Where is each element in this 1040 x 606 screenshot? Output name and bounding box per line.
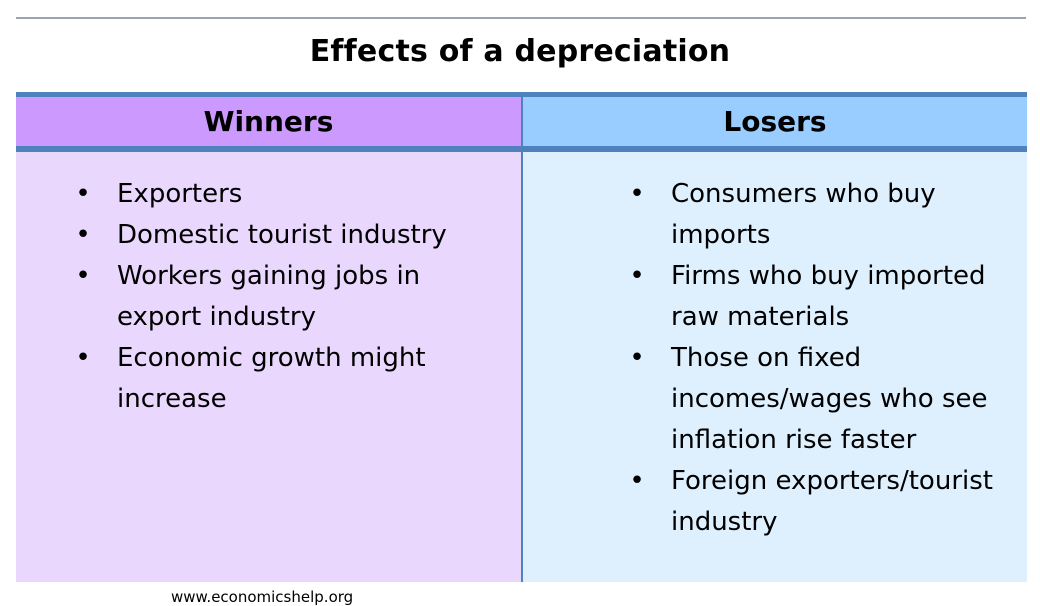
list-item: • Exporters [73, 174, 493, 215]
list-item-text: Workers gaining jobs in export industry [117, 261, 421, 332]
winners-header: Winners [16, 97, 521, 146]
list-item-text: Consumers who buy imports [671, 179, 936, 250]
bullet-icon: • [629, 466, 645, 496]
bullet-icon: • [629, 179, 645, 209]
losers-list: • Consumers who buy imports • Firms who … [627, 174, 1022, 543]
losers-header: Losers [523, 97, 1027, 146]
column-divider [521, 97, 523, 582]
list-item: • Consumers who buy imports [627, 174, 1022, 256]
bullet-icon: • [75, 343, 91, 373]
list-item: • Workers gaining jobs in export industr… [73, 256, 493, 338]
list-item: • Firms who buy imported raw materials [627, 256, 1022, 338]
list-item-text: Those on fixed incomes/wages who see inf… [671, 343, 988, 455]
bullet-icon: • [75, 220, 91, 250]
losers-cell: • Consumers who buy imports • Firms who … [523, 152, 1027, 582]
list-item-text: Economic growth might increase [117, 343, 426, 414]
list-item-text: Firms who buy imported raw materials [671, 261, 986, 332]
source-watermark: www.economicshelp.org [171, 588, 354, 606]
bullet-icon: • [629, 261, 645, 291]
bullet-icon: • [75, 261, 91, 291]
winners-cell: • Exporters • Domestic tourist industry … [16, 152, 521, 606]
page-title: Effects of a depreciation [309, 34, 731, 69]
list-item: • Economic growth might increase [73, 338, 493, 420]
list-item-text: Domestic tourist industry [117, 220, 447, 250]
list-item-text: Exporters [117, 179, 243, 209]
top-divider [16, 17, 1026, 19]
bullet-icon: • [629, 343, 645, 373]
list-item: • Foreign exporters/tourist industry [627, 461, 1022, 543]
winners-header-label: Winners [203, 105, 334, 138]
list-item-text: Foreign exporters/tourist industry [671, 466, 993, 537]
losers-header-label: Losers [723, 105, 827, 138]
comparison-table: Winners Losers • Exporters • Domestic to… [16, 92, 1027, 606]
table-top-border [16, 92, 1027, 97]
bullet-icon: • [75, 179, 91, 209]
list-item: • Domestic tourist industry [73, 215, 493, 256]
winners-list: • Exporters • Domestic tourist industry … [73, 174, 493, 420]
list-item: • Those on fixed incomes/wages who see i… [627, 338, 1022, 461]
